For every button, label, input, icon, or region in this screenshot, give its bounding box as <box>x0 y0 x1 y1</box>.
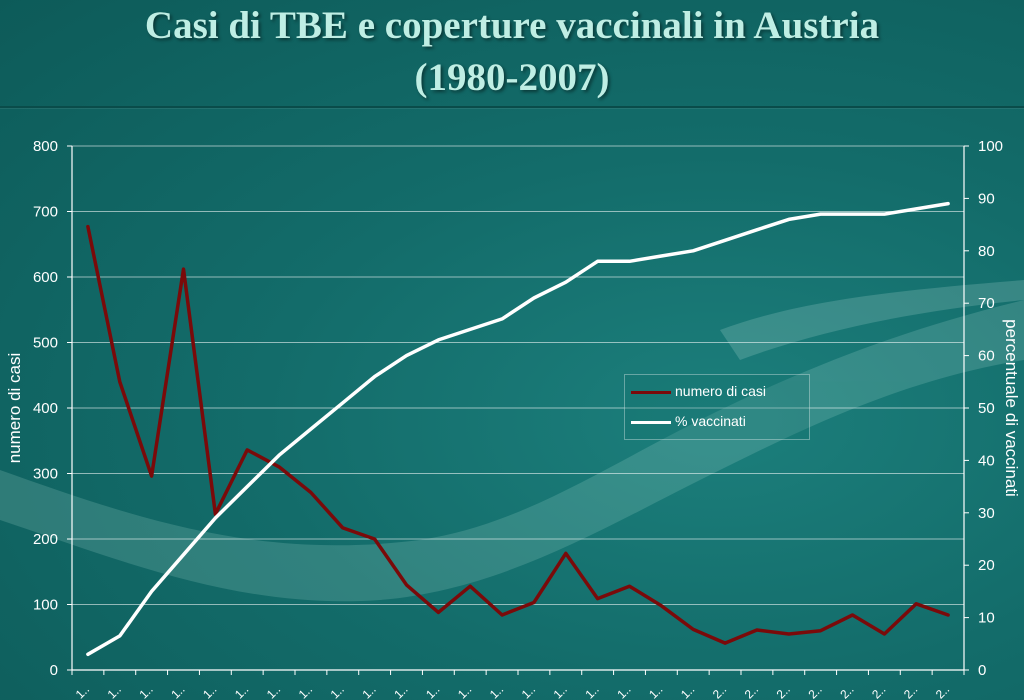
left-tick-label-0: 0 <box>50 662 58 679</box>
x-tick-label-1999: 1.. <box>678 682 697 700</box>
left-tick-label-700: 700 <box>33 204 58 221</box>
right-tick-label-30: 30 <box>978 505 995 522</box>
x-tick-label-2007: 2.. <box>933 682 952 700</box>
left-tick-label-100: 100 <box>33 597 58 614</box>
left-tick-label-300: 300 <box>33 466 58 483</box>
x-tick-label-1984: 1.. <box>200 682 219 700</box>
x-axis-ticks: 1.. 1.. 1.. 1.. 1.. 1.. 1.. 1.. 1.. 1.. 1.. 1.. 1.. 1… <box>71 670 965 700</box>
series-line-vaccinati <box>86 201 950 657</box>
left-tick-label-400: 400 <box>33 400 58 417</box>
x-tick-label-2003: 2.. <box>805 682 824 700</box>
chart-legend: numero di casi % vaccinati <box>624 374 810 440</box>
x-tick-label-2000: 2.. <box>710 682 729 700</box>
legend-swatch-vaccinati <box>631 421 671 424</box>
x-tick-label-1996: 1.. <box>582 682 601 700</box>
x-tick-label-1989: 1.. <box>359 682 378 700</box>
x-tick-label-2005: 2.. <box>869 682 888 700</box>
x-tick-label-1991: 1.. <box>423 682 442 700</box>
right-tick-label-70: 70 <box>978 295 995 312</box>
x-tick-label-2001: 2.. <box>742 682 761 700</box>
left-tick-label-200: 200 <box>33 531 58 548</box>
right-tick-label-60: 60 <box>978 348 995 365</box>
chart-title: Casi di TBE e coperture vaccinali in Aus… <box>0 0 1024 106</box>
x-tick-label-2004: 2.. <box>837 682 856 700</box>
legend-label-vaccinati: % vaccinati <box>675 413 746 429</box>
legend-swatch-casi <box>631 391 671 394</box>
x-tick-label-1985: 1.. <box>232 682 251 700</box>
x-tick-label-2002: 2.. <box>774 682 793 700</box>
series-lines <box>86 201 950 657</box>
x-tick-label-1987: 1.. <box>296 682 315 700</box>
y-axis-right-label: percentuale di vaccinati <box>1002 319 1021 497</box>
left-axis-ticks: 0 100 200 300 400 500 600 700 800 <box>33 138 72 679</box>
x-tick-label-1998: 1.. <box>646 682 665 700</box>
x-tick-label-1980: 1.. <box>73 682 92 700</box>
x-tick-label-1981: 1.. <box>105 682 124 700</box>
right-tick-label-80: 80 <box>978 243 995 260</box>
x-tick-label-1993: 1.. <box>487 682 506 700</box>
title-line-2: (1980-2007) <box>414 56 610 99</box>
title-line-1: Casi di TBE e coperture vaccinali in Aus… <box>144 4 880 47</box>
x-tick-label-1990: 1.. <box>391 682 410 700</box>
left-tick-label-500: 500 <box>33 335 58 352</box>
x-tick-label-1982: 1.. <box>136 682 155 700</box>
right-tick-label-100: 100 <box>978 138 1003 155</box>
background-decoration <box>0 280 1024 602</box>
series-line-numero-di-casi <box>86 224 950 645</box>
x-tick-label-1986: 1.. <box>264 682 283 700</box>
gridlines <box>72 145 964 671</box>
right-tick-label-10: 10 <box>978 610 995 627</box>
x-tick-label-1988: 1.. <box>328 682 347 700</box>
right-tick-label-40: 40 <box>978 452 995 469</box>
y-axis-left-label: numero di casi <box>5 353 24 464</box>
right-tick-label-50: 50 <box>978 400 995 417</box>
left-tick-label-600: 600 <box>33 269 58 286</box>
right-axis-ticks: 0 10 20 30 40 50 60 70 80 90 100 <box>964 138 1003 679</box>
right-tick-label-20: 20 <box>978 557 995 574</box>
x-tick-label-1994: 1.. <box>519 682 538 700</box>
x-tick-label-1995: 1.. <box>551 682 570 700</box>
legend-item-casi: numero di casi <box>625 381 809 403</box>
x-tick-label-1997: 1.. <box>614 682 633 700</box>
x-tick-label-1983: 1.. <box>168 682 187 700</box>
left-tick-label-800: 800 <box>33 138 58 155</box>
x-tick-label-1992: 1.. <box>455 682 474 700</box>
title-divider <box>0 106 1024 108</box>
legend-item-vaccinati: % vaccinati <box>625 411 809 433</box>
right-tick-label-0: 0 <box>978 662 986 679</box>
x-tick-label-2006: 2.. <box>901 682 920 700</box>
legend-label-casi: numero di casi <box>675 383 767 399</box>
right-tick-label-90: 90 <box>978 190 995 207</box>
